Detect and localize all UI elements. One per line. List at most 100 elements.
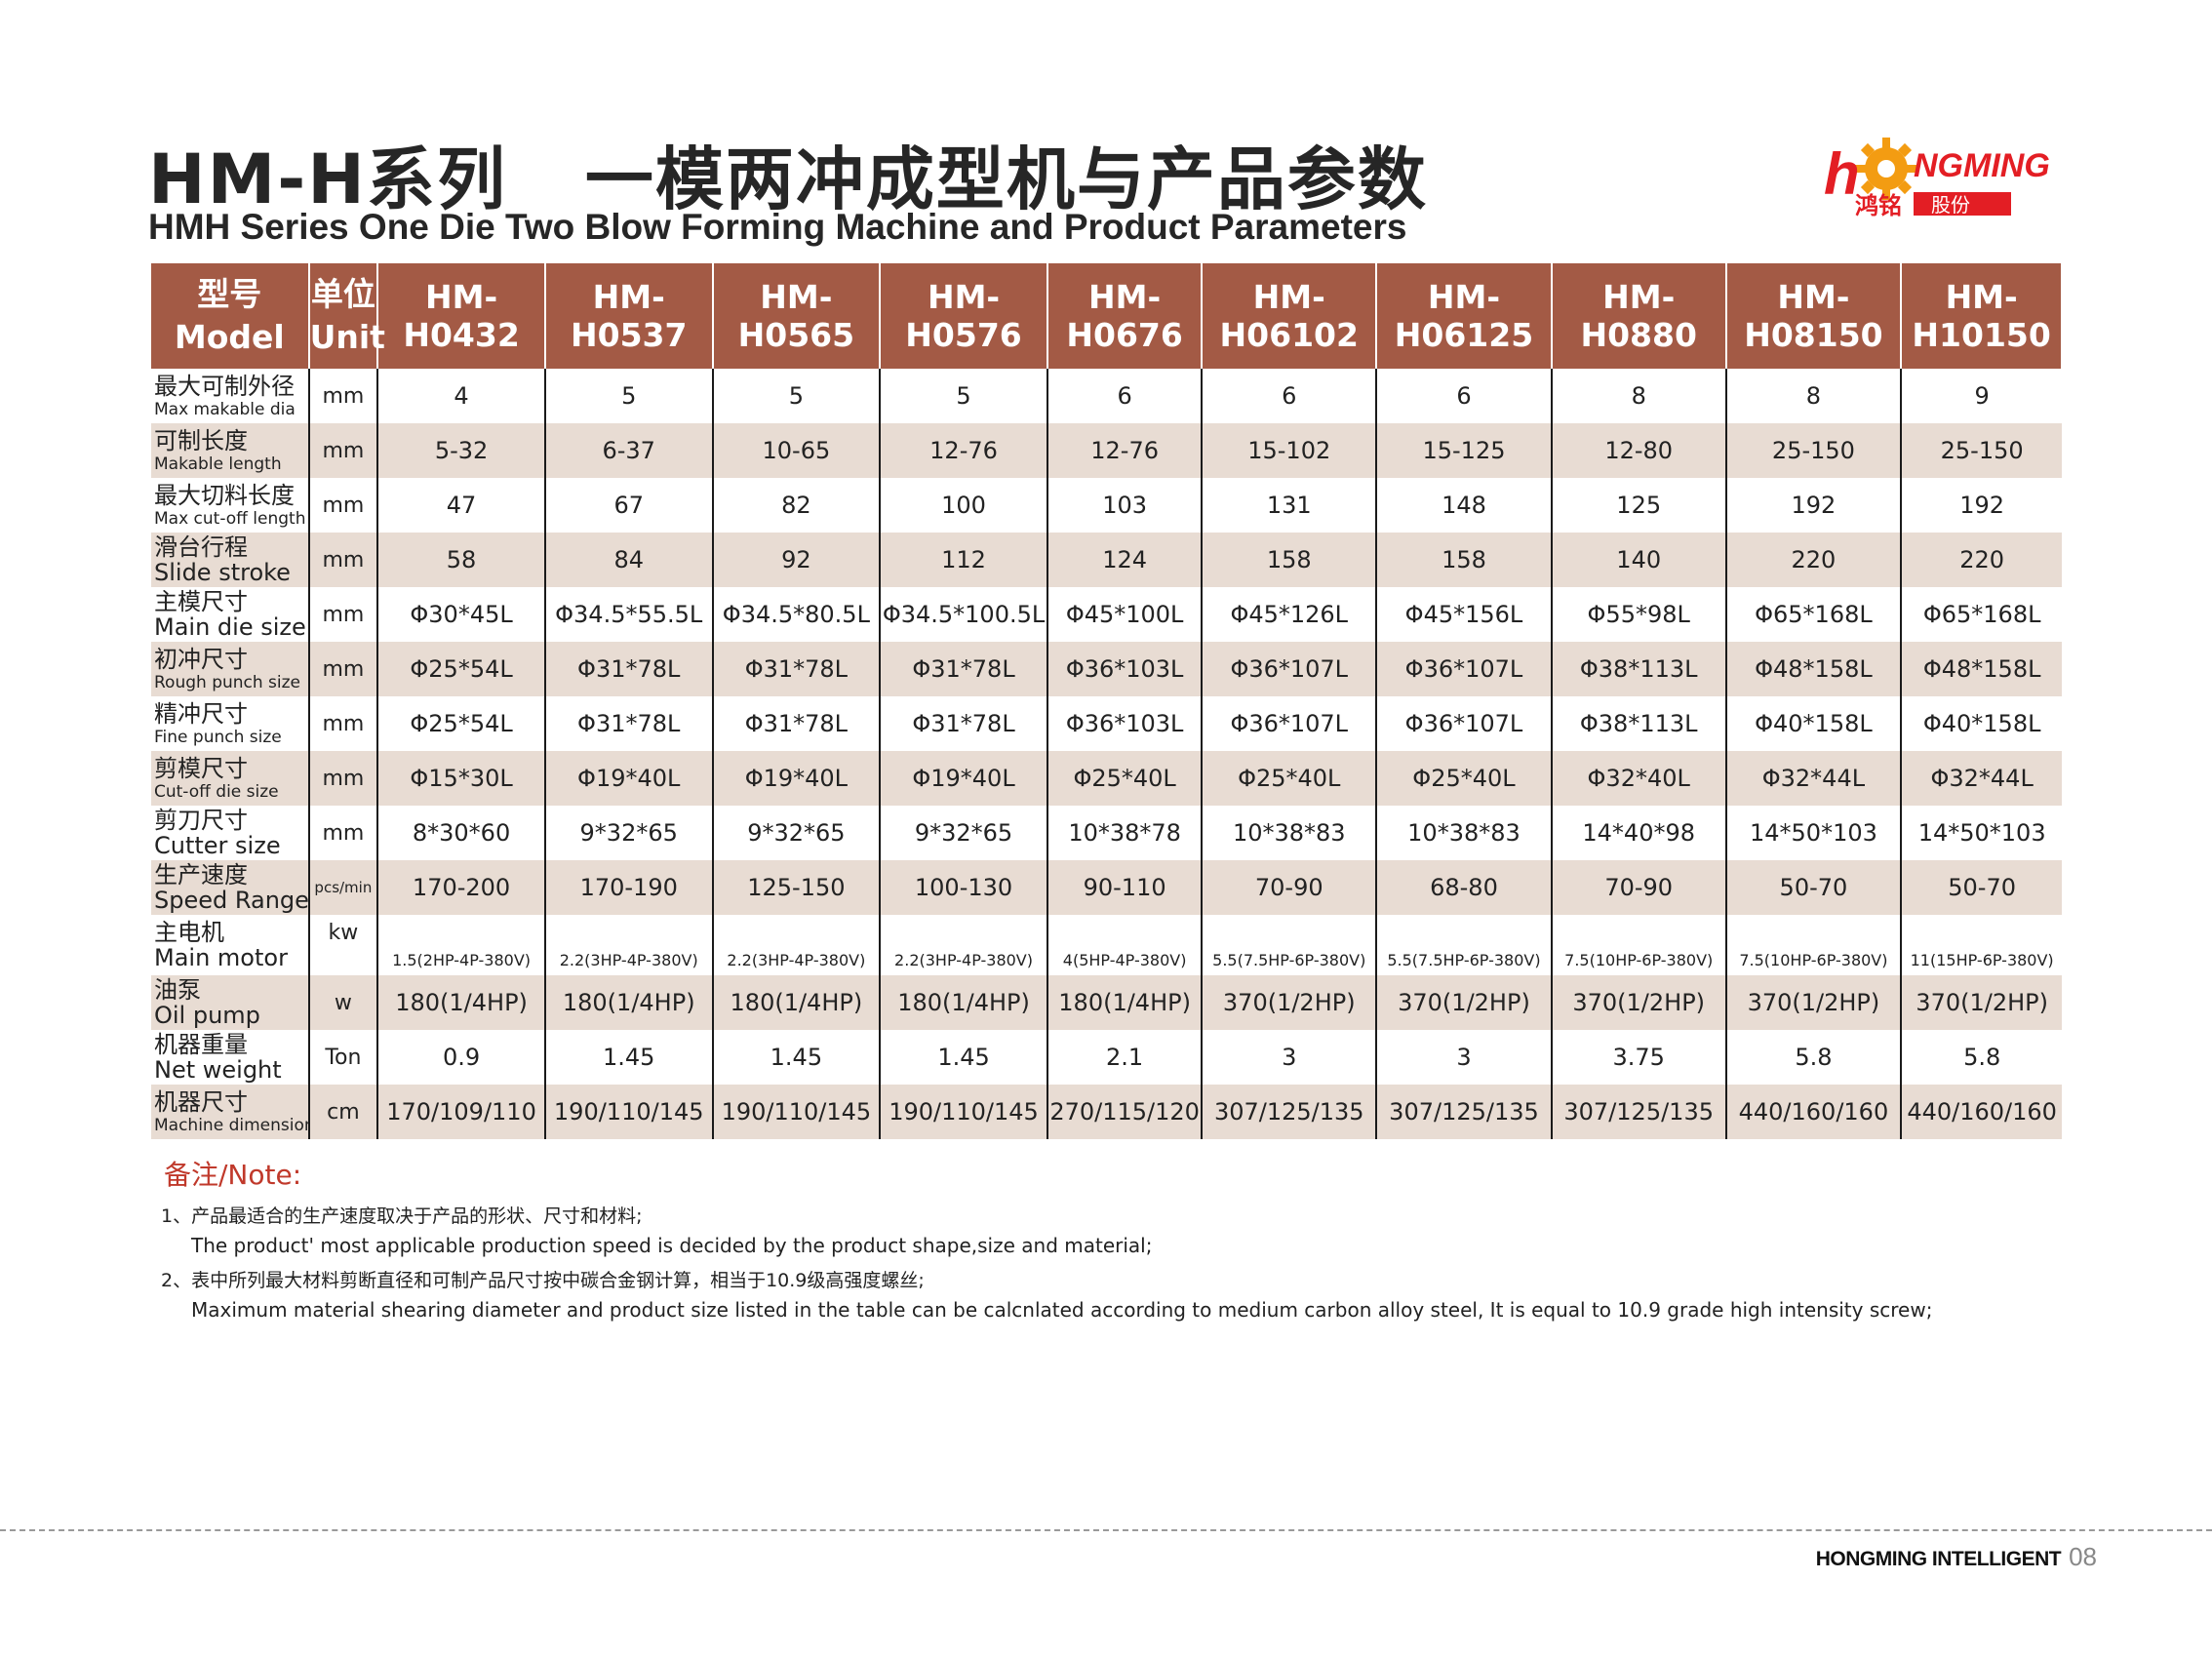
table-cell: Φ25*54L <box>377 642 546 696</box>
table-cell: Φ30*45L <box>377 587 546 642</box>
table-cell: 10-65 <box>712 423 882 478</box>
row-unit: mm <box>308 533 379 587</box>
table-cell: 1.5(2HP-4P-380V) <box>377 915 546 975</box>
table-cell: 70-90 <box>1551 860 1727 915</box>
note-title: 备注/Note: <box>164 1159 302 1191</box>
table-cell: Φ40*158L <box>1922 710 2041 737</box>
table-cell: 192 <box>1959 492 2005 519</box>
table-cell: Φ55*98L <box>1551 587 1727 642</box>
table-cell: Φ32*44L <box>1901 751 2062 806</box>
row-label: 主电机 Main motor <box>151 915 310 975</box>
table-cell: 180(1/4HP) <box>544 975 714 1030</box>
hongming-logo: h NGMING 鸿铭 股份 <box>1824 138 2050 219</box>
table-cell: 125 <box>1551 478 1727 533</box>
row-label-cn: 可制长度 <box>154 426 248 454</box>
row-label-en: Max cut-off length <box>154 508 306 529</box>
table-cell: 15-125 <box>1376 423 1553 478</box>
table-cell: 1.45 <box>712 1030 882 1085</box>
model-name: HM-H06102 <box>1202 263 1378 369</box>
row-label-cn: 主电机 <box>154 919 224 946</box>
table-cell: 1.45 <box>544 1030 714 1085</box>
table-cell: 5 <box>544 369 714 423</box>
row-label: 生产速度 Speed Range <box>151 860 310 915</box>
table-row: 机器尺寸 Machine dimension cm 170/109/110 190/11… <box>151 1085 2062 1139</box>
row-label-cn: 精冲尺寸 <box>154 699 248 728</box>
table-cell: 4(5HP-4P-380V) <box>1047 915 1204 975</box>
table-cell: 307/125/135 <box>1202 1085 1378 1139</box>
row-unit: mm <box>308 478 379 533</box>
row-label-cn: 机器重量 <box>154 1031 248 1058</box>
table-cell: Φ45*156L <box>1376 587 1553 642</box>
row-label-en: Machine dimension <box>154 1115 309 1135</box>
row-label-cn: 剪模尺寸 <box>154 754 248 782</box>
table-cell: 370(1/2HP) <box>1901 975 2062 1030</box>
table-cell: 90-110 <box>1047 860 1204 915</box>
row-label: 油泵 Oil pump <box>151 975 310 1030</box>
row-label: 最大切料长度 Max cut-off length <box>151 478 310 533</box>
title-cn-series: HM-H系列 <box>148 139 507 219</box>
table-cell: 6 <box>1376 369 1553 423</box>
table-cell: Φ25*40L <box>1047 751 1204 806</box>
row-label: 主模尺寸 Main die size <box>151 587 310 642</box>
unit-header: 单位 Unit <box>308 263 385 369</box>
table-cell: 9 <box>1974 382 1990 410</box>
table-cell: Φ36*107L <box>1202 696 1378 751</box>
table-cell: 10*38*83 <box>1376 806 1553 860</box>
model-name: HM-H0676 <box>1047 263 1204 369</box>
row-label-en: Main die size <box>154 613 306 641</box>
table-cell: 7.5(10HP-6P-380V) <box>1551 915 1727 975</box>
table-row: 最大可制外径 Max makable dia mm 4 5 5 5 6 6 6 8 8 9 <box>151 369 2062 423</box>
row-label: 可制长度 Makable length <box>151 423 310 478</box>
model-name: HM-H0565 <box>712 263 882 369</box>
table-cell: 50-70 <box>1901 860 2062 915</box>
table-cell: Φ48*158L <box>1725 642 1903 696</box>
row-label-en: Main motor <box>154 944 288 971</box>
row-label-en: Cut-off die size <box>154 781 279 802</box>
table-cell: 180(1/4HP) <box>712 975 882 1030</box>
row-label-en: Fine punch size <box>154 727 282 747</box>
row-label-en: Oil pump <box>154 1002 260 1029</box>
table-cell: 10*38*78 <box>1047 806 1204 860</box>
table-cell: Φ15*30L <box>377 751 546 806</box>
table-cell: Φ65*168L <box>1922 601 2041 628</box>
table-cell: 140 <box>1551 533 1727 587</box>
table-cell: Φ38*113L <box>1551 696 1727 751</box>
table-header-row: 型号 Model 单位 Unit HM-H0432 HM-H0537 HM-H056… <box>151 263 2063 369</box>
svg-text:鸿铭: 鸿铭 <box>1855 192 1902 219</box>
table-cell: Φ31*78L <box>712 696 882 751</box>
table-cell: 92 <box>712 533 882 587</box>
svg-text:h: h <box>1824 141 1860 207</box>
table-cell: Φ48*158L <box>1901 642 2062 696</box>
table-cell: 180(1/4HP) <box>880 975 1048 1030</box>
row-label-cn: 主模尺寸 <box>154 588 248 615</box>
table-cell: 124 <box>1047 533 1204 587</box>
row-label-cn: 油泵 <box>154 976 201 1004</box>
footer: HONGMING INTELLIGENT 08 <box>1816 1542 2097 1572</box>
table-cell: 307/125/135 <box>1551 1085 1727 1139</box>
page-number: 08 <box>2069 1542 2097 1571</box>
table-cell: 12-80 <box>1551 423 1727 478</box>
table-cell: Φ19*40L <box>544 751 714 806</box>
table-cell: 170/109/110 <box>377 1085 546 1139</box>
table-cell: Φ25*40L <box>1202 751 1378 806</box>
table-cell: 125-150 <box>712 860 882 915</box>
table-cell: 25-150 <box>1725 423 1903 478</box>
table-cell: 68-80 <box>1376 860 1553 915</box>
table-cell: 67 <box>544 478 714 533</box>
table-cell: Φ36*107L <box>1376 696 1553 751</box>
table-cell: 70-90 <box>1202 860 1378 915</box>
row-label: 机器尺寸 Machine dimension <box>151 1085 310 1139</box>
table-cell: 2.2(3HP-4P-380V) <box>544 915 714 975</box>
table-cell: 180(1/4HP) <box>377 975 546 1030</box>
table-cell: 8 <box>1725 369 1903 423</box>
table-cell: 6 <box>1047 369 1204 423</box>
page-title-en: HMH Series One Die Two Blow Forming Mach… <box>148 207 1407 247</box>
table-cell: 220 <box>1901 533 2062 587</box>
table-cell: Φ36*107L <box>1376 642 1553 696</box>
table-cell: 158 <box>1376 533 1553 587</box>
table-row: 生产速度 Speed Range pcs/min 170-200 170-190 125-… <box>151 860 2062 915</box>
row-unit: mm <box>308 696 379 751</box>
table-cell: 220 <box>1725 533 1903 587</box>
table-cell: 148 <box>1376 478 1553 533</box>
table-row: 可制长度 Makable length mm 5-32 6-37 10-65 12-76 12… <box>151 423 2062 478</box>
